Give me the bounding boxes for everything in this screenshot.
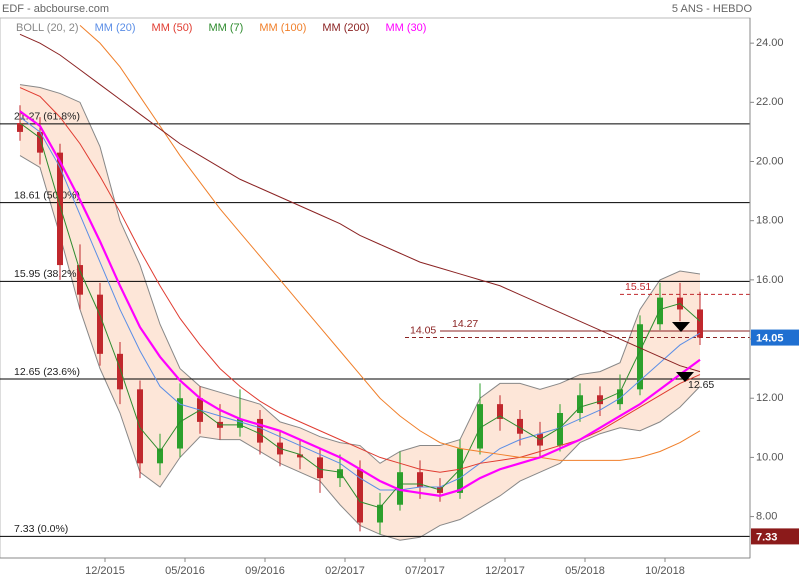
legend-entry: MM (30) <box>385 22 426 34</box>
x-tick-label: 07/2017 <box>405 565 445 577</box>
ma-line <box>19 110 701 497</box>
x-tick-label: 02/2017 <box>325 565 365 577</box>
target-label: 12.65 <box>688 379 714 391</box>
arrow <box>672 322 690 332</box>
price-line-label: 14.27 <box>452 318 478 330</box>
chart-title: EDF - abcbourse.com <box>2 3 109 15</box>
price-box-label: 7.33 <box>756 531 777 543</box>
x-tick-label: 09/2016 <box>245 565 285 577</box>
ma-line <box>19 116 701 491</box>
legend-entry: MM (50) <box>152 22 193 34</box>
fib-label: 12.65 (23.6%) <box>14 366 80 378</box>
candle-body <box>237 418 243 428</box>
candle-body <box>517 418 523 434</box>
y-tick-label: 18.00 <box>756 215 784 227</box>
candle-body <box>77 265 83 295</box>
candle-body <box>97 294 103 354</box>
candle-body <box>297 454 303 458</box>
y-tick-label: 24.00 <box>756 37 784 49</box>
candle-body <box>577 395 583 414</box>
candle-body <box>57 152 63 266</box>
y-tick-label: 20.00 <box>756 155 784 167</box>
legend-entry: MM (7) <box>208 22 243 34</box>
legend-entry: MM (100) <box>259 22 306 34</box>
candle-body <box>157 448 163 464</box>
y-tick-label: 16.00 <box>756 274 784 286</box>
chart-subtitle: 5 ANS - HEBDO <box>672 3 753 15</box>
candle-body <box>617 389 623 405</box>
candle-body <box>317 457 323 479</box>
candle-body <box>177 398 183 449</box>
fib-label: 21.27 (61.8%) <box>14 111 80 123</box>
price-box <box>751 329 799 346</box>
price-line-label: 14.05 <box>410 324 436 336</box>
candle-body <box>477 404 483 449</box>
ma-line <box>19 33 701 373</box>
x-tick-label: 05/2018 <box>565 565 605 577</box>
candle-body <box>377 504 383 523</box>
candle-body <box>17 123 23 132</box>
fib-label: 18.61 (50.0%) <box>14 189 80 201</box>
candle-body <box>257 418 263 443</box>
price-box-label: 14.05 <box>756 332 784 344</box>
legend-entry: BOLL (20, 2) <box>16 22 79 34</box>
x-tick-label: 10/2018 <box>645 565 685 577</box>
fib-label: 15.95 (38.2%) <box>14 268 80 280</box>
y-tick-label: 10.00 <box>756 451 784 463</box>
ma-line <box>79 25 701 461</box>
candle-body <box>697 309 703 338</box>
candle-body <box>37 131 43 153</box>
candle-body <box>597 395 603 405</box>
candle-body <box>357 469 363 523</box>
y-tick-label: 22.00 <box>756 96 784 108</box>
candle-body <box>637 324 643 390</box>
x-tick-label: 12/2017 <box>485 565 525 577</box>
y-tick-label: 12.00 <box>756 392 784 404</box>
candle-body <box>417 472 423 487</box>
candle-body <box>657 297 663 325</box>
legend-entry: MM (200) <box>322 22 369 34</box>
x-tick-label: 12/2015 <box>85 565 125 577</box>
fib-label: 7.33 (0.0%) <box>14 523 68 535</box>
price-box <box>751 528 799 545</box>
y-tick-label: 8.00 <box>756 510 777 522</box>
candle-body <box>557 413 563 446</box>
band-fill <box>20 84 700 541</box>
candle-body <box>337 469 343 479</box>
price-line-label: 15.51 <box>625 281 651 293</box>
candle-body <box>397 472 403 505</box>
x-tick-label: 05/2016 <box>165 565 205 577</box>
candle-body <box>117 353 123 390</box>
ma-line <box>19 122 701 509</box>
candle-body <box>457 448 463 493</box>
arrow <box>676 372 694 382</box>
legend-entry: MM (20) <box>95 22 136 34</box>
candle-body <box>497 404 503 419</box>
band-upper <box>19 84 701 464</box>
